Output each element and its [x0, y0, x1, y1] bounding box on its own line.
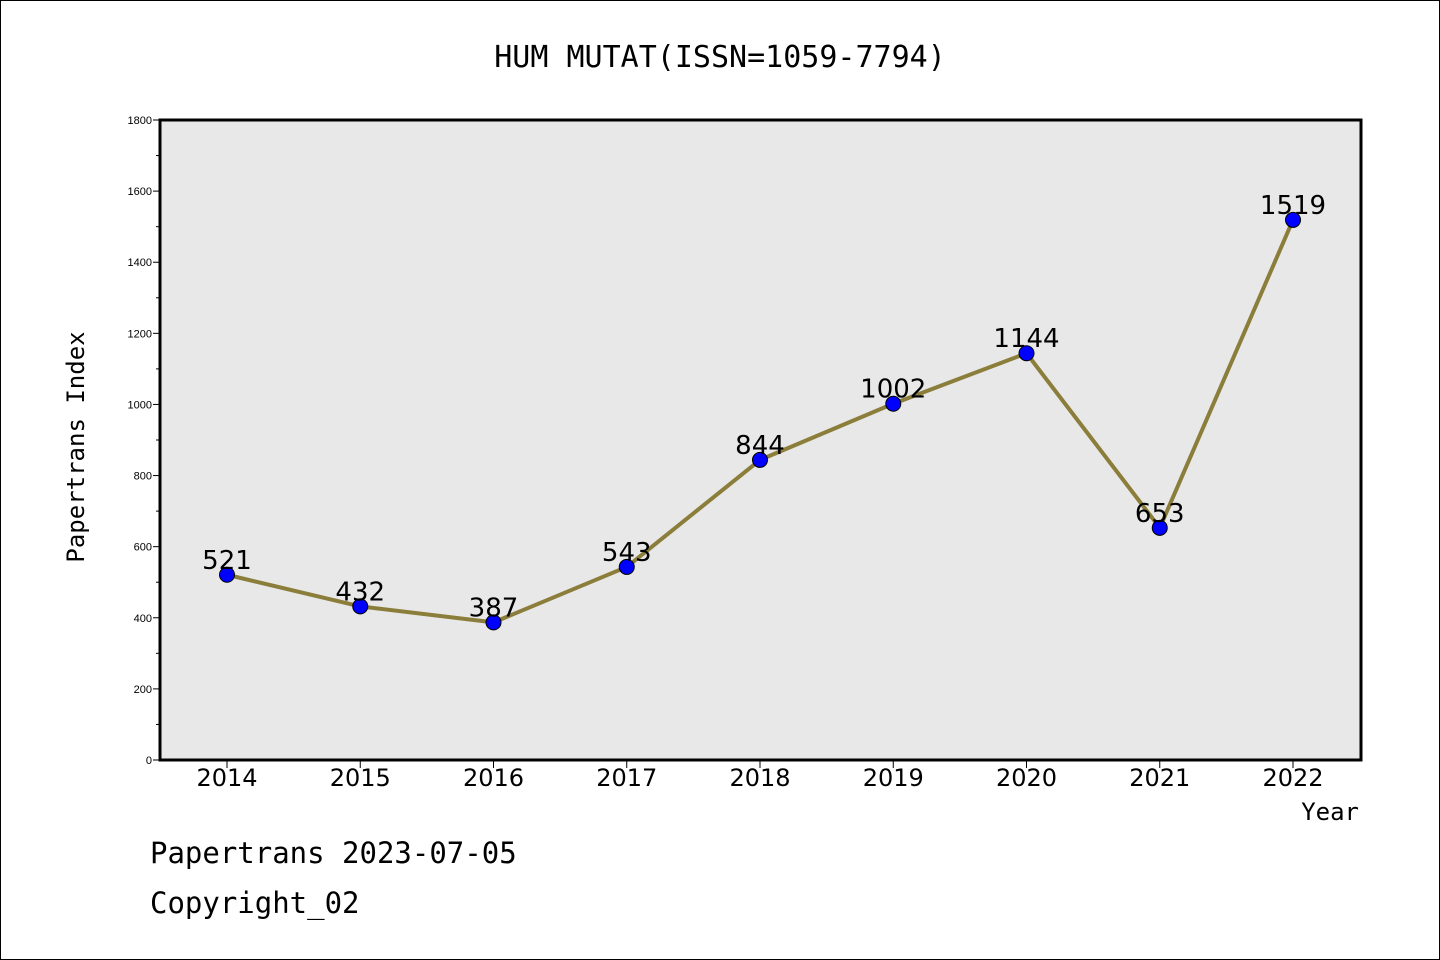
y-tick-label: 1400	[128, 257, 152, 269]
data-series	[219, 211, 1301, 631]
y-tick-label: 0	[146, 755, 152, 767]
data-point	[1285, 211, 1301, 228]
data-point	[1018, 345, 1035, 362]
x-tick-label: 2020	[996, 764, 1057, 792]
x-axis-label: Year	[1301, 798, 1359, 826]
data-point	[885, 395, 902, 412]
x-axis: 2014 2015 2016 2017 2018 2019 2020 2021 2022	[196, 760, 1324, 792]
data-point	[485, 614, 502, 631]
y-tick-label: 1600	[128, 186, 152, 198]
data-label: 1002	[860, 375, 926, 405]
data-point	[752, 451, 768, 468]
data-label: 387	[469, 593, 519, 623]
y-tick-label: 1200	[128, 328, 152, 340]
plot-area	[158, 118, 1363, 762]
data-point	[219, 566, 235, 583]
x-tick-label: 2018	[729, 764, 790, 792]
data-label: 844	[735, 431, 785, 461]
y-axis: 0 200 400 600 800 1000 1200 1400 1600 1800	[128, 115, 160, 767]
x-tick-label: 2021	[1129, 764, 1190, 792]
footer-date: Papertrans 2023-07-05	[150, 836, 517, 870]
y-tick-label: 1800	[128, 115, 152, 127]
footer-copyright: Copyright_02	[150, 886, 360, 920]
data-label: 1144	[993, 324, 1059, 354]
data-point	[618, 558, 635, 575]
x-tick-label: 2022	[1262, 764, 1323, 792]
x-tick-label: 2017	[596, 764, 657, 792]
data-point	[1151, 519, 1168, 536]
data-label: 432	[335, 577, 385, 607]
data-labels: 521 432 387 543 844 1002 1144 653 1519	[202, 191, 1326, 623]
data-label: 521	[202, 546, 252, 576]
y-tick-label: 800	[134, 471, 152, 483]
y-tick-label: 200	[134, 684, 152, 696]
data-label: 653	[1135, 499, 1185, 529]
data-label: 543	[602, 538, 652, 568]
x-tick-label: 2015	[330, 764, 391, 792]
y-tick-label: 1000	[128, 399, 152, 411]
y-axis-label: Papertrans Index	[62, 331, 90, 562]
chart-title: HUM MUTAT(ISSN=1059-7794)	[494, 40, 946, 75]
x-tick-label: 2014	[196, 764, 257, 792]
x-tick-label: 2016	[463, 764, 524, 792]
y-tick-label: 400	[134, 613, 152, 625]
data-point	[352, 598, 369, 615]
data-label: 1519	[1260, 191, 1326, 221]
y-tick-label: 600	[134, 542, 152, 554]
x-tick-label: 2019	[863, 764, 924, 792]
